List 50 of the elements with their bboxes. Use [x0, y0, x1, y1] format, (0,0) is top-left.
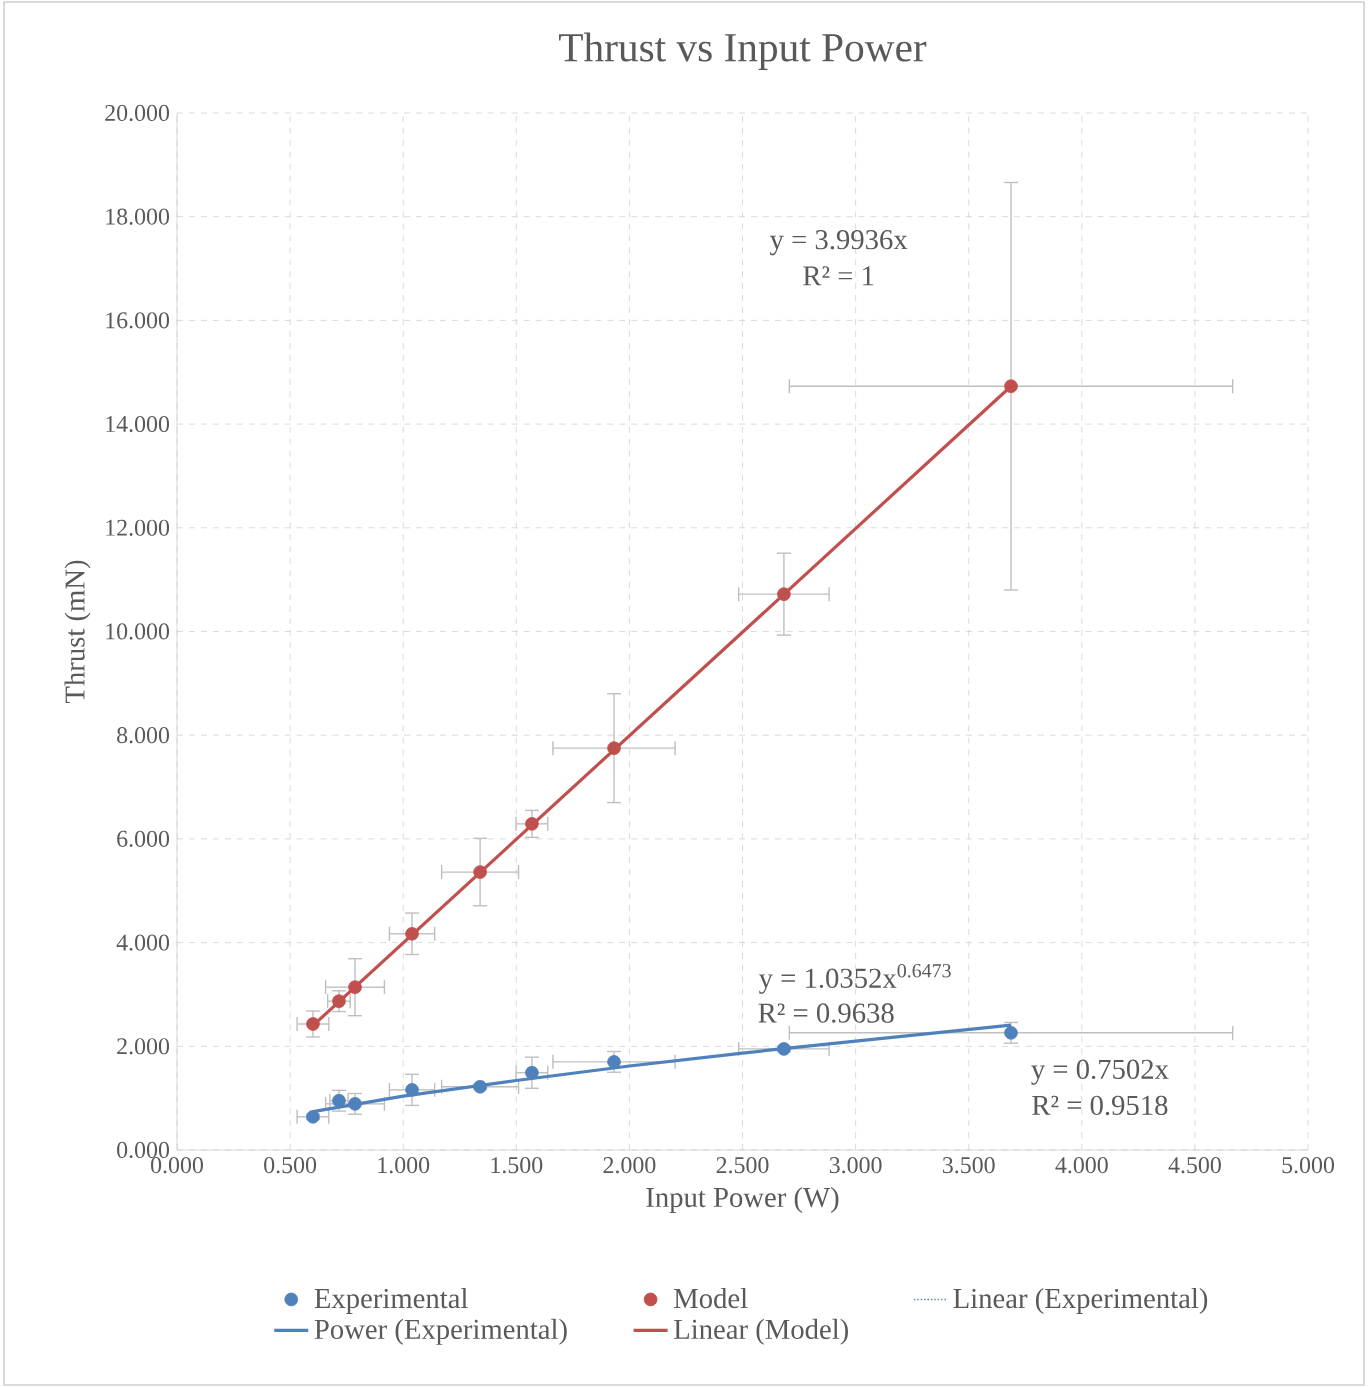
annotation: R² = 0.9518: [1032, 1095, 1168, 1116]
y-tick-label: 16.000: [106, 312, 170, 329]
y-tick-label: 4.000: [116, 934, 170, 951]
point: [1004, 379, 1018, 394]
chart-title: Thrust vs Input Power: [559, 32, 927, 70]
point: [405, 1083, 419, 1097]
point: [525, 817, 539, 831]
legend-label: Experimental: [314, 1288, 468, 1314]
y-tick-label: 8.000: [117, 727, 170, 744]
y-axis-title: Thrust (mN): [64, 560, 91, 704]
x-tick-label: 3.000: [829, 1157, 882, 1174]
legend-label: Model: [674, 1288, 748, 1309]
legend-label: Linear (Model): [674, 1318, 848, 1345]
annotation: y = 0.7502x: [1031, 1059, 1169, 1085]
x-tick-label: 1.500: [491, 1157, 543, 1174]
annotation: R² = 0.9638: [758, 1003, 894, 1023]
x-tick-label: 2.500: [716, 1157, 769, 1174]
legend-label: Linear (Experimental): [953, 1288, 1208, 1314]
y-tick-label: 18.000: [106, 208, 170, 225]
point: [525, 1065, 539, 1080]
point: [332, 994, 346, 1008]
y-tick-label: 0.000: [117, 1141, 170, 1159]
x-axis-title: Input Power (W): [646, 1186, 839, 1213]
x-tick-label: 4.000: [1055, 1157, 1108, 1174]
point: [306, 1017, 320, 1031]
point: [473, 865, 487, 879]
x-tick-label: 2.000: [603, 1157, 656, 1174]
point: [348, 980, 362, 994]
y-tick-label: 12.000: [106, 519, 170, 536]
x-tick-label: 0.500: [264, 1157, 317, 1174]
annotation: R² = 1: [803, 266, 874, 286]
y-tick-label: 20.000: [105, 104, 170, 122]
point: [777, 587, 791, 601]
legend-label: Power (Experimental): [314, 1318, 567, 1345]
point: [405, 926, 419, 941]
y-tick-label: 2.000: [117, 1038, 170, 1055]
point: [1004, 1026, 1018, 1040]
x-tick-label: 4.500: [1168, 1157, 1221, 1174]
x-tick-label: 0.000: [151, 1157, 203, 1174]
x-tick-label: 5.000: [1282, 1157, 1334, 1174]
point: [348, 1097, 362, 1111]
point: [607, 1055, 621, 1069]
annotation: y = 1.0352x$^{0.6473}$: [759, 963, 951, 994]
y-tick-label: 10.000: [106, 623, 170, 640]
y-tick-label: 14.000: [106, 415, 170, 433]
annotation: y = 3.9936x: [769, 230, 908, 256]
x-tick-label: 1.000: [378, 1157, 430, 1174]
x-tick-label: 3.500: [942, 1157, 995, 1174]
point: [607, 741, 621, 755]
y-tick-label: 6.000: [117, 830, 170, 848]
